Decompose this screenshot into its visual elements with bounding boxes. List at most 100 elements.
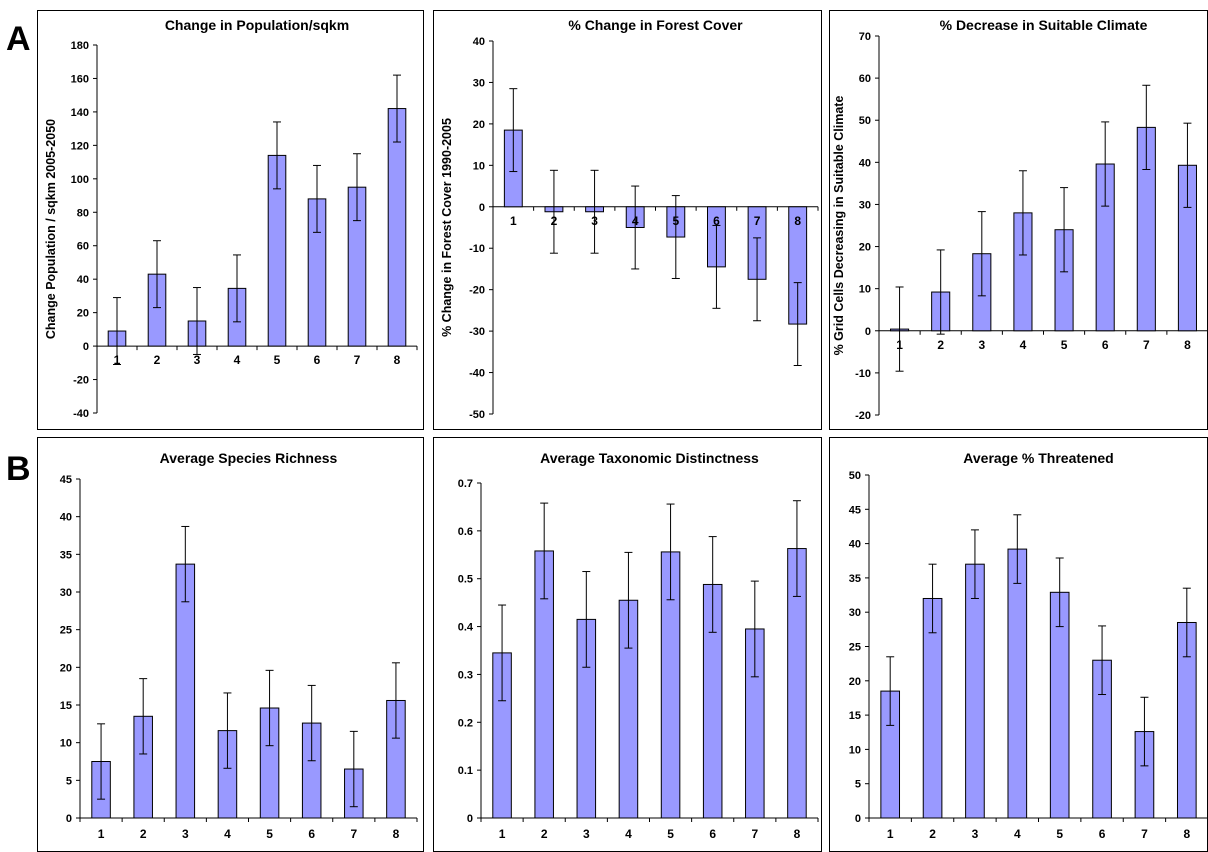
- y-tick-label: -50: [469, 409, 485, 421]
- chart-title: Average % Threatened: [963, 450, 1113, 466]
- y-tick-label: 45: [60, 474, 72, 486]
- x-tick-label: 8: [393, 827, 400, 841]
- y-tick-label: 0.1: [458, 765, 473, 777]
- x-tick-label: 7: [1141, 827, 1148, 841]
- forest-cover-change-chart: % Change in Forest Cover -50 -40 -30 -20 -10 0…: [433, 10, 822, 430]
- x-tick-label: 7: [354, 353, 361, 367]
- y-tick-label: 0.4: [458, 622, 474, 634]
- x-tick-label: 6: [314, 353, 321, 367]
- y-tick-label: -40: [469, 368, 485, 380]
- y-tick-label: 35: [849, 573, 861, 585]
- x-tick-label: 7: [1143, 338, 1150, 352]
- x-tick-label: 4: [632, 214, 639, 228]
- x-tick-label: 7: [754, 214, 761, 228]
- y-tick-label: 0.5: [458, 574, 473, 586]
- y-tick-label: 10: [473, 160, 485, 172]
- y-tick-label: 25: [849, 642, 861, 654]
- x-tick-label: 6: [1102, 338, 1109, 352]
- x-tick-label: 1: [499, 827, 506, 841]
- x-tick-label: 1: [114, 353, 121, 367]
- y-tick-label: 60: [859, 73, 871, 85]
- x-tick-label: 8: [1184, 338, 1191, 352]
- panel-label-a: A: [6, 20, 31, 58]
- y-tick-label: 40: [859, 157, 871, 169]
- y-tick-label: 20: [77, 308, 89, 320]
- population-change-chart: Change in Population/sqkm -40 -20 0 20 40 60 80…: [37, 10, 424, 430]
- y-tick-label: 0.3: [458, 669, 473, 681]
- x-tick-label: 3: [182, 827, 189, 841]
- species-richness-chart: Average Species Richness0510152025303540…: [37, 437, 424, 852]
- y-tick-label: 35: [60, 549, 72, 561]
- y-tick-label: 20: [859, 242, 871, 254]
- chart-title: Change in Population/sqkm: [165, 17, 349, 33]
- bar-3: [965, 563, 985, 819]
- y-tick-label: 5: [855, 779, 861, 791]
- x-tick-label: 3: [194, 353, 201, 367]
- y-tick-label: 20: [60, 662, 72, 674]
- x-tick-label: 5: [672, 214, 679, 228]
- y-tick-label: 40: [849, 539, 861, 551]
- x-tick-label: 6: [709, 827, 716, 841]
- chart-title: Average Taxonomic Distinctness: [540, 450, 759, 466]
- x-tick-label: 4: [224, 827, 231, 841]
- x-tick-label: 4: [625, 827, 632, 841]
- threatened-chart: Average % Threatened05101520253035404550…: [829, 437, 1208, 852]
- x-tick-label: 6: [713, 214, 720, 228]
- x-tick-label: 2: [551, 214, 558, 228]
- x-tick-label: 7: [350, 827, 357, 841]
- x-tick-label: 1: [98, 827, 105, 841]
- x-tick-label: 1: [887, 827, 894, 841]
- y-tick-label: -20: [73, 375, 89, 387]
- bar-8: [387, 108, 407, 347]
- x-tick-label: 2: [541, 827, 548, 841]
- y-tick-label: -20: [855, 410, 871, 422]
- x-tick-label: 2: [140, 827, 147, 841]
- y-tick-label: 20: [849, 676, 861, 688]
- y-tick-label: 0.6: [458, 526, 473, 538]
- x-tick-label: 2: [929, 827, 936, 841]
- y-axis-label: Change Population / sqkm 2005-2050: [44, 119, 58, 339]
- y-tick-label: -10: [855, 368, 871, 380]
- taxonomic-distinctness-chart: Average Taxonomic Distinctness 0 0.1 0.2 0.3…: [433, 437, 822, 852]
- x-tick-label: 6: [1099, 827, 1106, 841]
- y-tick-label: 60: [77, 241, 89, 253]
- y-axis-label: % Change in Forest Cover 1990-2005: [440, 118, 454, 337]
- y-tick-label: 50: [859, 115, 871, 127]
- x-tick-label: 3: [972, 827, 979, 841]
- y-tick-label: 0: [865, 326, 871, 338]
- y-tick-label: 10: [859, 284, 871, 296]
- x-tick-label: 3: [583, 827, 590, 841]
- y-tick-label: 160: [71, 73, 89, 85]
- x-tick-label: 2: [154, 353, 161, 367]
- y-tick-label: 120: [71, 140, 89, 152]
- x-tick-label: 6: [308, 827, 315, 841]
- x-tick-label: 4: [234, 353, 241, 367]
- y-tick-label: 70: [859, 31, 871, 43]
- x-tick-label: 5: [1056, 827, 1063, 841]
- y-tick-label: 25: [60, 625, 72, 637]
- y-tick-label: 80: [77, 207, 89, 219]
- y-tick-label: 50: [849, 470, 861, 482]
- x-tick-label: 4: [1020, 338, 1027, 352]
- y-tick-label: 0: [479, 202, 485, 214]
- y-tick-label: 0.7: [458, 478, 473, 490]
- bar-4: [1007, 548, 1028, 819]
- x-tick-label: 3: [591, 214, 598, 228]
- y-tick-label: 180: [71, 40, 89, 52]
- y-tick-label: -20: [469, 285, 485, 297]
- y-tick-label: 5: [66, 775, 72, 787]
- y-tick-label: 0: [855, 813, 861, 825]
- y-tick-label: 40: [60, 512, 72, 524]
- chart-title: % Decrease in Suitable Climate: [940, 17, 1148, 33]
- x-tick-label: 5: [1061, 338, 1068, 352]
- x-tick-label: 8: [394, 353, 401, 367]
- x-tick-label: 1: [510, 214, 517, 228]
- y-tick-label: 15: [60, 700, 72, 712]
- y-tick-label: 30: [473, 77, 485, 89]
- y-tick-label: 30: [859, 199, 871, 211]
- y-tick-label: 100: [71, 174, 89, 186]
- y-tick-label: 40: [473, 36, 485, 48]
- y-tick-label: 40: [77, 274, 89, 286]
- x-tick-label: 7: [751, 827, 758, 841]
- y-tick-label: 20: [473, 119, 485, 131]
